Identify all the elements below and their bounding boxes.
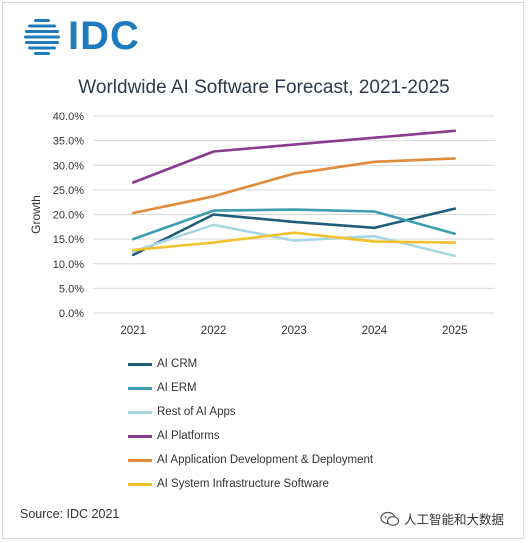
x-tick-label: 2023 — [281, 325, 307, 337]
legend-label: AI ERM — [157, 382, 197, 394]
legend-label: Rest of AI Apps — [157, 406, 236, 418]
legend-swatch — [128, 410, 152, 414]
legend-swatch — [128, 482, 152, 486]
y-tick-label: 40.0% — [53, 111, 84, 123]
legend-swatch — [128, 362, 152, 366]
chart-legend: AI CRM AI ERM Rest of AI Apps AI Platforms A… — [128, 352, 373, 496]
source-note: Source: IDC 2021 — [20, 507, 120, 521]
legend-item: Rest of AI Apps — [128, 400, 373, 424]
y-tick-label: 25.0% — [53, 185, 84, 197]
y-tick-label: 15.0% — [53, 234, 84, 246]
series-line — [131, 207, 457, 257]
series-line — [131, 129, 457, 184]
image-frame — [2, 2, 524, 539]
legend-item: AI ERM — [128, 376, 373, 400]
legend-swatch — [128, 434, 152, 438]
legend-swatch — [128, 458, 152, 462]
watermark-text: 人工智能和大数据 — [404, 513, 505, 527]
line-chart: 0.0% 5.0% 10.0% 15.0% 20.0% 25.0% 30.0% 35.0% 40… — [29, 111, 495, 337]
y-tick-label: 35.0% — [53, 136, 84, 148]
y-tick-label: 5.0% — [59, 283, 84, 295]
y-tick-label: 20.0% — [53, 210, 84, 222]
legend-label: AI System Infrastructure Software — [157, 478, 329, 490]
legend-label: AI CRM — [157, 358, 198, 370]
series-line — [131, 208, 457, 241]
series-line — [131, 157, 457, 215]
y-tick-label: 10.0% — [53, 259, 84, 271]
chart-title: Worldwide AI Software Forecast, 2021-202… — [78, 77, 450, 98]
idc-logo: IDC — [22, 16, 140, 56]
x-tick-label: 2021 — [120, 325, 146, 337]
series-line — [131, 231, 457, 252]
legend-item: AI CRM — [128, 352, 373, 376]
legend-item: AI Application Development & Deployment — [128, 448, 373, 472]
y-axis-label: Growth — [29, 195, 43, 234]
x-tick-label: 2022 — [201, 325, 227, 337]
wechat-icon — [380, 511, 400, 526]
x-tick-label: 2024 — [362, 325, 388, 337]
legend-item: AI Platforms — [128, 424, 373, 448]
logo-text: IDC — [68, 14, 140, 58]
legend-label: AI Platforms — [157, 430, 220, 442]
legend-item: AI System Infrastructure Software — [128, 472, 373, 496]
wechat-watermark: 人工智能和大数据 — [380, 509, 504, 528]
legend-label: AI Application Development & Deployment — [157, 454, 374, 466]
x-tick-label: 2025 — [442, 325, 468, 337]
y-tick-label: 30.0% — [53, 160, 84, 172]
legend-swatch — [128, 386, 152, 390]
globe-icon — [24, 19, 60, 55]
y-tick-label: 0.0% — [59, 308, 84, 320]
